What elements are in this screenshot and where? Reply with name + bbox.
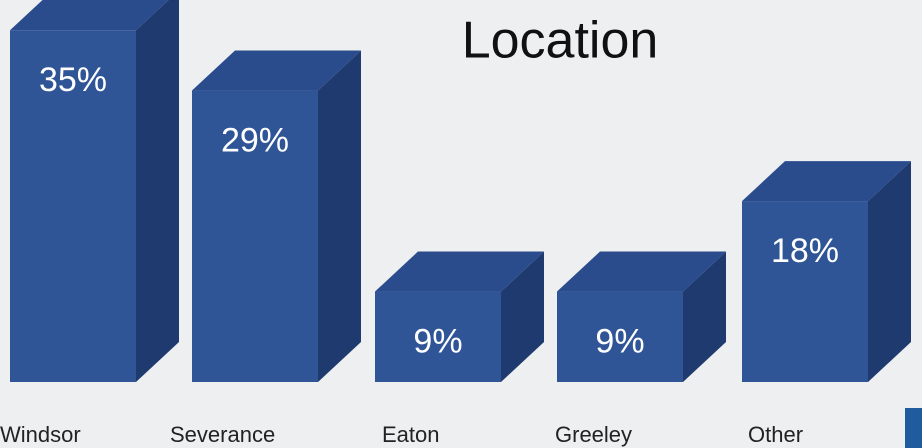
bar-side	[868, 161, 911, 382]
bar-top	[375, 251, 544, 292]
bar-top	[192, 50, 361, 91]
x-tick-label: Other	[748, 422, 803, 447]
bar-side	[501, 251, 544, 382]
bar-top	[557, 251, 726, 292]
data-label: 9%	[413, 323, 462, 361]
data-label: 18%	[771, 232, 839, 270]
bar-side	[318, 50, 361, 383]
data-label: 35%	[39, 61, 107, 99]
data-label: 29%	[221, 122, 289, 160]
bar	[10, 30, 136, 382]
x-tick-label: Greeley	[555, 422, 632, 447]
bar-side	[136, 0, 179, 382]
x-tick-label: Windsor	[0, 422, 81, 447]
chart-title: Location	[462, 12, 659, 70]
bar-side	[683, 251, 726, 382]
bar	[557, 291, 683, 382]
x-tick-label: Eaton	[382, 422, 440, 447]
bar-top	[10, 0, 169, 31]
corner-decoration	[905, 408, 922, 448]
bar-top	[742, 161, 911, 202]
x-tick-label: Severance	[170, 422, 275, 447]
bar	[192, 90, 318, 383]
bar	[375, 291, 501, 382]
bar	[742, 201, 868, 382]
data-label: 9%	[595, 323, 644, 361]
